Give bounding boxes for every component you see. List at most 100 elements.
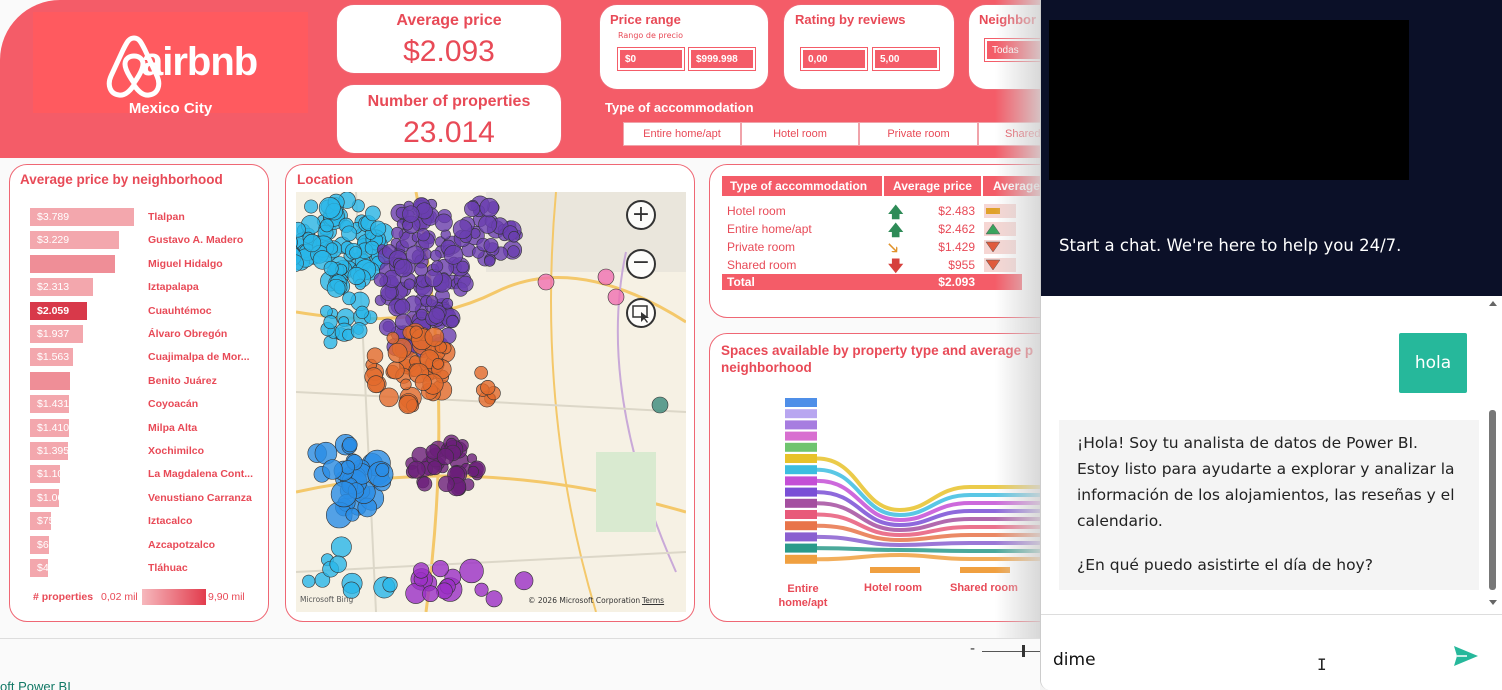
listing-point[interactable] [302, 233, 322, 253]
listing-point[interactable] [431, 560, 449, 578]
sankey-node[interactable] [785, 420, 817, 430]
sankey-node[interactable] [960, 567, 1010, 573]
listing-point[interactable] [398, 394, 418, 414]
scroll-thumb[interactable] [1489, 410, 1496, 590]
listing-point[interactable] [364, 240, 380, 256]
sankey-node[interactable] [870, 567, 920, 573]
sankey-node[interactable] [785, 476, 817, 486]
sankey-flow[interactable] [816, 478, 1040, 523]
listing-point[interactable] [426, 295, 438, 308]
neighborhood-bar[interactable] [30, 465, 61, 484]
listing-point[interactable] [323, 315, 338, 330]
map-terms-link[interactable]: Terms [642, 596, 665, 605]
listing-point[interactable] [326, 278, 346, 298]
listing-point[interactable] [318, 197, 341, 219]
listing-point[interactable] [345, 507, 360, 522]
table-row[interactable]: Hotel room 🡅 $2.483 [722, 202, 1022, 221]
table-header-price[interactable]: Average price [884, 176, 981, 196]
listing-point[interactable] [323, 260, 339, 276]
listing-point[interactable] [537, 273, 555, 291]
listing-point[interactable] [367, 375, 385, 394]
listing-point[interactable] [342, 581, 360, 599]
map-select-button[interactable] [626, 298, 656, 328]
sankey-flow[interactable] [816, 546, 1040, 553]
listing-point[interactable] [459, 558, 484, 584]
listing-point[interactable] [340, 460, 355, 475]
neighborhood-bar[interactable] [30, 395, 70, 414]
neighborhood-bar[interactable] [30, 254, 116, 273]
listing-point[interactable] [350, 322, 368, 339]
listing-point[interactable] [456, 260, 469, 274]
price-min-input[interactable]: $0 [617, 47, 685, 71]
listing-point[interactable] [484, 255, 496, 267]
listing-point[interactable] [414, 262, 428, 277]
listing-point[interactable] [507, 245, 520, 258]
zoom-slider-thumb[interactable] [1022, 645, 1025, 657]
listing-point[interactable] [424, 327, 445, 347]
listing-point[interactable] [434, 213, 453, 232]
neighborhood-bar[interactable] [30, 348, 73, 367]
listing-point[interactable] [467, 465, 479, 478]
listing-point[interactable] [479, 197, 499, 218]
sankey-node[interactable] [785, 465, 817, 475]
listing-point[interactable] [402, 205, 420, 223]
listing-point[interactable] [436, 448, 455, 466]
sankey-flow[interactable] [816, 523, 1040, 543]
sankey-node[interactable] [785, 431, 817, 441]
rating-max-input[interactable]: 5,00 [872, 47, 940, 71]
zoom-out-button[interactable]: − [626, 249, 656, 279]
listing-point[interactable] [436, 582, 453, 600]
sankey-node[interactable] [785, 521, 817, 531]
zoom-in-button[interactable]: + [626, 200, 656, 230]
listing-point[interactable] [607, 288, 625, 306]
listing-point[interactable] [651, 396, 669, 414]
zoom-slider-track[interactable] [982, 651, 1040, 652]
sankey-flow[interactable] [816, 534, 1040, 548]
listing-point[interactable] [514, 571, 534, 591]
listing-point[interactable] [302, 574, 316, 588]
listing-point[interactable] [597, 268, 615, 286]
slicer-entire-home[interactable]: Entire home/apt [623, 122, 741, 146]
listing-point[interactable] [424, 268, 443, 288]
neighborhood-bar[interactable] [30, 418, 69, 437]
rating-filter[interactable]: Rating by reviews 0,00 5,00 [783, 4, 955, 90]
listing-point[interactable] [320, 218, 334, 233]
sankey-node[interactable] [785, 498, 817, 508]
sankey-node[interactable] [785, 454, 817, 463]
listing-point[interactable] [386, 331, 400, 345]
slicer-private-room[interactable]: Private room [859, 122, 978, 146]
listing-point[interactable] [478, 215, 497, 234]
neighborhood-bar[interactable] [30, 301, 87, 320]
neighborhood-bar[interactable] [30, 512, 51, 531]
listing-point[interactable] [457, 275, 474, 292]
sankey-node[interactable] [785, 442, 817, 452]
sankey-node[interactable] [785, 487, 817, 497]
sankey-flow[interactable] [816, 501, 1040, 533]
rating-min-input[interactable]: 0,00 [800, 47, 868, 71]
send-icon[interactable] [1451, 641, 1481, 671]
table-row[interactable]: Private room 🡖 $1.429 [722, 238, 1022, 257]
listing-point[interactable] [409, 325, 423, 339]
neighborhood-bar[interactable] [30, 535, 50, 554]
listing-point[interactable] [391, 226, 404, 239]
listing-point[interactable] [370, 220, 387, 237]
listing-point[interactable] [438, 475, 455, 493]
listing-point[interactable] [349, 246, 363, 260]
neighborhood-bar[interactable] [30, 488, 60, 507]
listing-point[interactable] [405, 245, 425, 264]
listing-point[interactable] [432, 357, 444, 370]
sankey-node[interactable] [785, 398, 817, 407]
chat-message-input[interactable] [1053, 647, 1423, 673]
table-header-type[interactable]: Type of accommodation [722, 176, 882, 196]
listing-point[interactable] [480, 380, 496, 396]
sankey-flow[interactable] [816, 552, 1040, 562]
sankey-flow[interactable] [816, 512, 1040, 538]
listing-point[interactable] [474, 365, 488, 380]
listing-point[interactable] [414, 373, 432, 391]
sankey-flow[interactable] [816, 467, 1040, 518]
kpi-average-price[interactable]: Average price $2.093 [336, 4, 562, 74]
neighborhood-bar[interactable] [30, 559, 48, 577]
neighborhood-bar[interactable] [30, 371, 71, 390]
listing-point[interactable] [365, 205, 381, 222]
listing-point[interactable] [443, 245, 464, 265]
